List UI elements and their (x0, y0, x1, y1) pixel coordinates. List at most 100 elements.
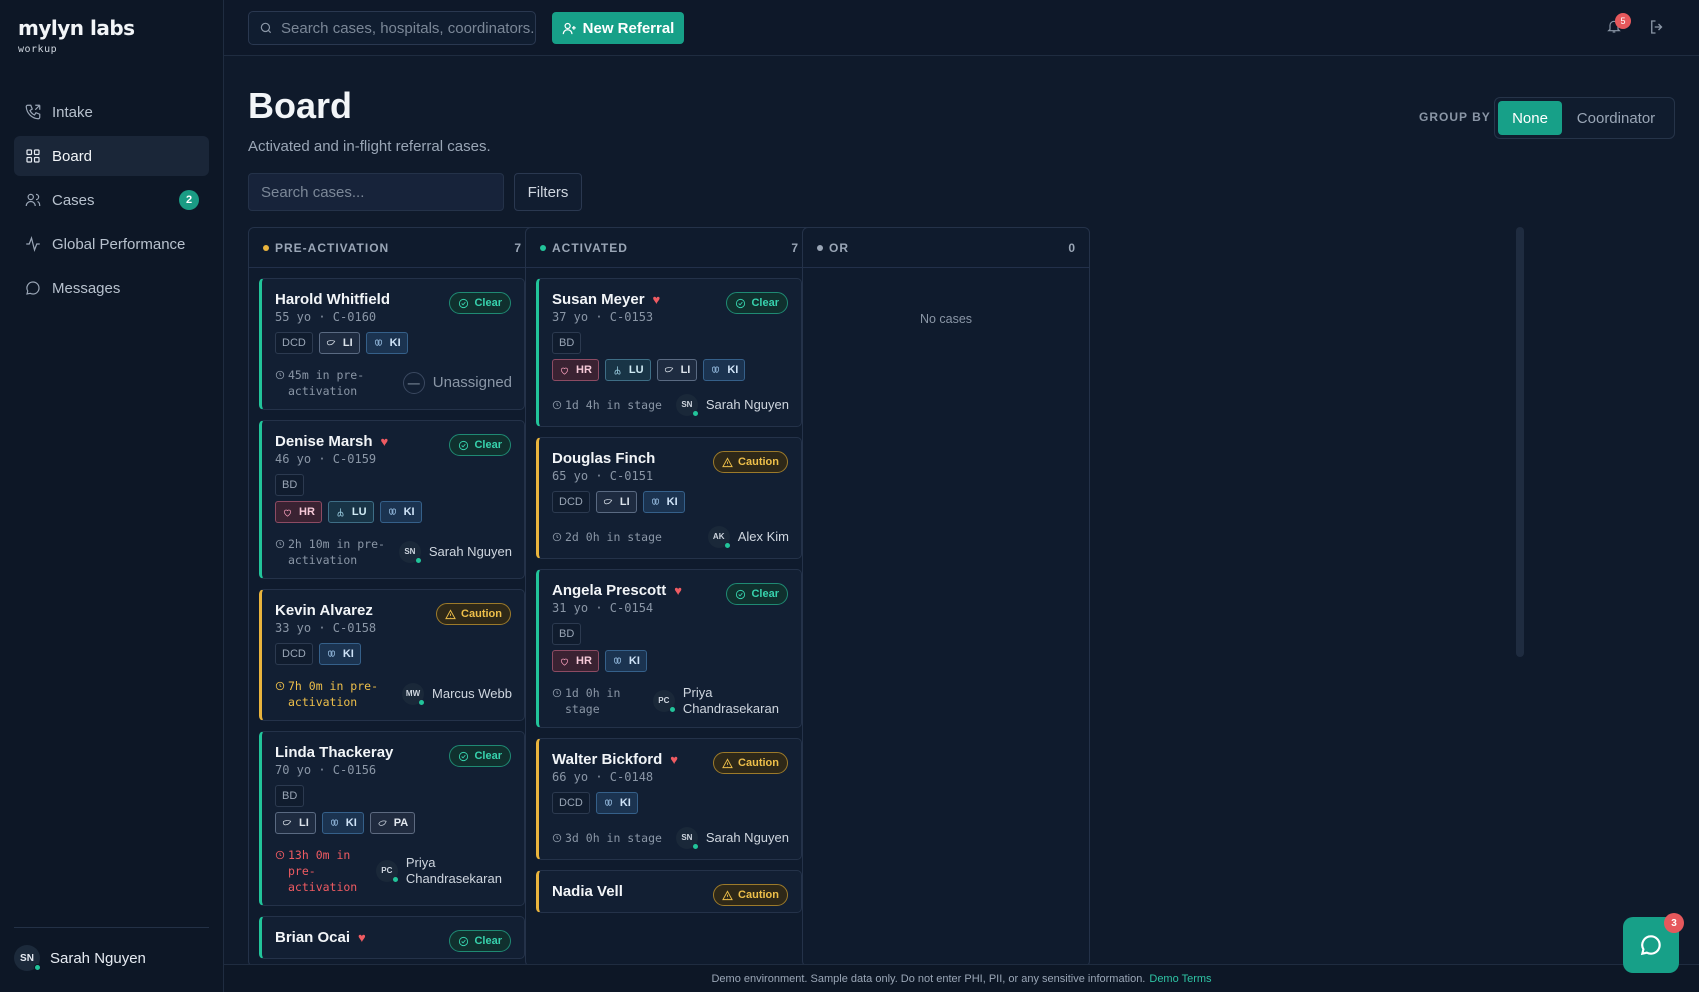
global-search-placeholder: Search cases, hospitals, coordinators... (281, 19, 536, 37)
status-label: Caution (738, 757, 779, 769)
case-card[interactable]: Susan Meyer ♥ 37 yo · C-0153 Clear BD HR LU LI K… (536, 278, 802, 427)
clock-icon (275, 370, 285, 380)
assignee[interactable]: AK Alex Kim (707, 526, 789, 548)
demo-terms-link[interactable]: Demo Terms (1149, 972, 1212, 985)
assignee[interactable]: SN Sarah Nguyen (675, 827, 789, 849)
assignee-avatar: PC (375, 860, 398, 882)
organ-label: KI (403, 506, 415, 518)
kidney-icon (613, 656, 621, 664)
patient-name: Nadia Vell (552, 883, 623, 900)
case-card[interactable]: Nadia Vell Caution (536, 870, 802, 913)
card-footer: 2h 10m in pre-activation SN Sarah Nguyen (275, 536, 512, 568)
logout-button[interactable] (1648, 18, 1666, 41)
kidney-icon (327, 649, 335, 657)
patient-name: Angela Prescott (552, 582, 667, 599)
status-label: Clear (751, 297, 779, 309)
assignee[interactable]: SN Sarah Nguyen (675, 394, 789, 416)
status-label: Caution (738, 889, 779, 901)
group-by-none-option[interactable]: None (1498, 101, 1562, 135)
warning-icon (445, 608, 456, 619)
card-footer: 2d 0h in stage AK Alex Kim (552, 526, 789, 548)
heart-icon: ♥ (674, 583, 682, 598)
app-logo[interactable]: mylyn labs workup (18, 16, 135, 55)
organ-label: KI (345, 817, 357, 829)
organ-tag-li: LI (318, 332, 360, 354)
patient-name-row: Harold Whitfield (275, 291, 512, 308)
online-dot (392, 877, 398, 882)
check-circle-icon (459, 298, 469, 308)
heart-organ-icon (560, 658, 569, 666)
case-card[interactable]: Kevin Alvarez 33 yo · C-0158 Caution DCD KI 7… (259, 589, 525, 721)
group-by-coordinator-option[interactable]: Coordinator (1576, 109, 1656, 127)
case-card[interactable]: Harold Whitfield 55 yo · C-0160 Clear DCD LI… (259, 278, 525, 410)
notification-count-badge: 5 (1615, 13, 1631, 29)
organ-label: LU (351, 506, 367, 518)
time-in-stage: 7h 0m in pre-activation (275, 678, 393, 710)
sidebar-item-cases[interactable]: Cases 2 (14, 180, 209, 220)
case-tags: BD HR LU LI KI (552, 332, 789, 386)
assignee-initials: — (407, 376, 420, 390)
assignee[interactable]: PC Priya Chandrasekaran (375, 855, 512, 887)
assignee-initials: SN (404, 547, 416, 556)
status-badge: Caution (713, 752, 788, 774)
global-search-input[interactable]: Search cases, hospitals, coordinators... (248, 11, 536, 45)
status-badge: Clear (449, 434, 511, 456)
assignee-initials: PC (381, 866, 393, 875)
column-status-dot (540, 244, 546, 251)
time-in-stage: 2d 0h in stage (552, 529, 670, 545)
filters-button[interactable]: Filters (514, 173, 582, 211)
assignee-name: Unassigned (432, 374, 512, 391)
case-tags: DCD KI (552, 792, 789, 819)
status-badge: Clear (726, 583, 788, 605)
case-card[interactable]: Brian Ocai ♥ Clear (259, 916, 525, 959)
assignee[interactable]: MW Marcus Webb (402, 683, 512, 705)
board-column-or: OR 0 No cases (802, 227, 1090, 967)
case-meta: 31 yo · C-0154 (552, 601, 654, 615)
add-user-icon (562, 22, 576, 34)
organ-label: LI (619, 496, 630, 508)
case-card[interactable]: Walter Bickford ♥ 66 yo · C-0148 Caution DCD… (536, 738, 802, 860)
organ-tag-hr: HR (552, 359, 599, 381)
status-badge: Clear (726, 292, 788, 314)
sidebar-item-board[interactable]: Board (14, 136, 209, 176)
patient-name-row: Nadia Vell (552, 883, 789, 900)
status-label: Clear (474, 750, 502, 762)
sidebar-item-messages[interactable]: Messages (14, 268, 209, 308)
sidebar-item-intake[interactable]: Intake (14, 92, 209, 132)
case-card[interactable]: Angela Prescott ♥ 31 yo · C-0154 Clear BD HR K… (536, 569, 802, 728)
status-label: Caution (461, 608, 502, 620)
phone-icon (25, 104, 41, 120)
column-header: OR 0 (803, 228, 1089, 268)
scrollbar[interactable] (1516, 227, 1524, 657)
assignee-name: Sarah Nguyen (705, 397, 789, 412)
organ-label: LI (342, 337, 353, 349)
clock-icon (552, 400, 562, 410)
column-status-dot (817, 244, 823, 251)
heart-icon: ♥ (380, 434, 389, 449)
column-title: OR (829, 240, 849, 255)
footer-disclaimer: Demo environment. Sample data only. Do n… (711, 972, 1146, 985)
board-search-input[interactable]: Search cases... (248, 173, 504, 211)
assignee[interactable]: PC Priya Chandrasekaran (652, 685, 789, 717)
organ-label: HR (576, 655, 592, 667)
kidney-icon (604, 798, 612, 806)
warning-icon (722, 757, 733, 768)
organ-tag-li: LI (275, 812, 316, 834)
new-referral-button[interactable]: New Referral (552, 12, 684, 44)
time-text: 2d 0h in stage (565, 530, 662, 544)
assignee[interactable]: SN Sarah Nguyen (398, 541, 512, 563)
case-card[interactable]: Linda Thackeray 70 yo · C-0156 Clear BD LI KI… (259, 731, 525, 906)
organ-label: LU (628, 364, 644, 376)
case-card[interactable]: Douglas Finch 65 yo · C-0151 Caution DCD LI K… (536, 437, 802, 559)
assignee[interactable]: — Unassigned (402, 372, 512, 394)
case-meta: 37 yo · C-0153 (552, 310, 654, 324)
time-text: 2h 10m in pre-activation (288, 537, 385, 567)
case-card[interactable]: Denise Marsh ♥ 46 yo · C-0159 Clear BD HR LU KI… (259, 420, 525, 579)
warning-icon (722, 456, 733, 467)
assignee-avatar: PC (652, 690, 675, 712)
patient-name-row: Kevin Alvarez (275, 602, 512, 619)
organ-label: LI (680, 364, 691, 376)
sidebar-item-global-performance[interactable]: Global Performance (14, 224, 209, 264)
clock-icon (275, 681, 285, 691)
current-user[interactable]: SN Sarah Nguyen (14, 945, 146, 971)
